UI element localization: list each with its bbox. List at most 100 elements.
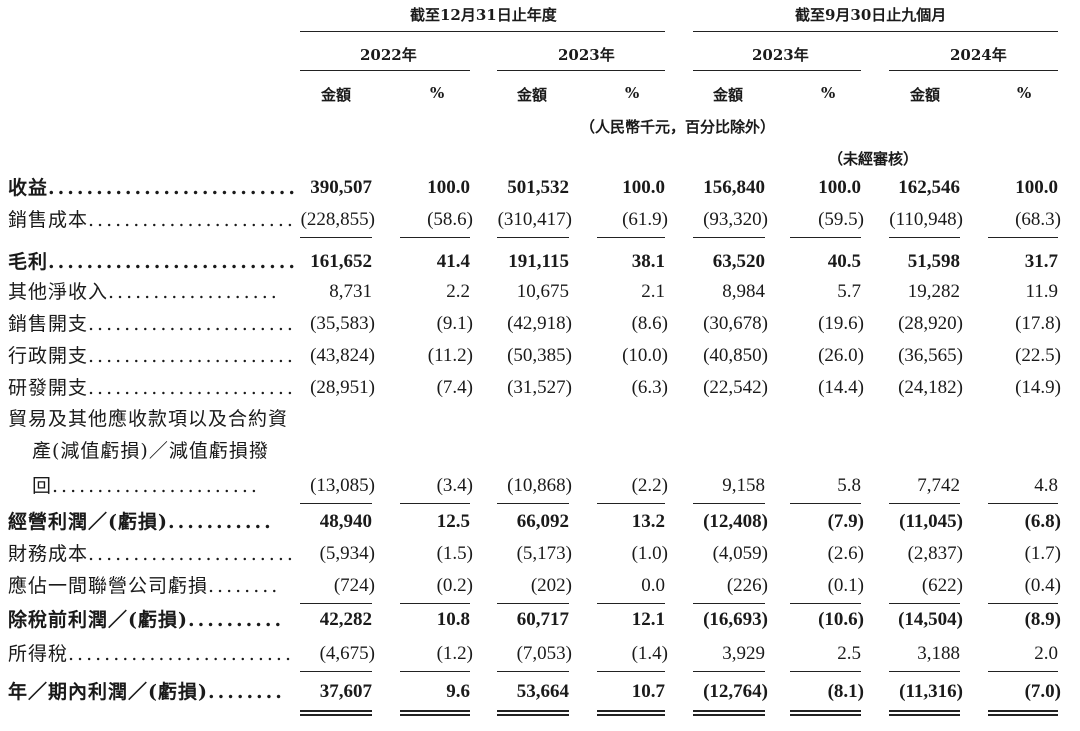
percent-cell: 12.1 bbox=[631, 609, 665, 630]
percent-cell: (1.7) bbox=[1024, 543, 1061, 564]
percent-cell: (1.4) bbox=[631, 643, 668, 664]
amount-cell: (40,850) bbox=[703, 345, 768, 366]
row-label-text: 研發開支 bbox=[8, 377, 89, 399]
amount-cell: (4,059) bbox=[712, 543, 768, 564]
col-amount-4: 金額 bbox=[910, 86, 941, 104]
amount-cell: (42,918) bbox=[507, 313, 572, 334]
leader-dots: .......................... bbox=[48, 251, 298, 273]
table-row: 經營利潤／(虧損)........... 48,940 12.5 66,092 13.2… bbox=[0, 506, 1080, 538]
table-row: 銷售成本....................... (228,855) (58.… bbox=[0, 204, 1080, 236]
row-label: 收益.......................... bbox=[8, 172, 298, 204]
percent-cell: 13.2 bbox=[631, 511, 665, 532]
subtotal-rule bbox=[693, 237, 765, 238]
amount-cell: (31,527) bbox=[507, 377, 572, 398]
year-rule-2 bbox=[497, 70, 665, 71]
amount-cell: 53,664 bbox=[516, 681, 569, 702]
amount-cell: (22,542) bbox=[703, 377, 768, 398]
percent-cell: 10.8 bbox=[436, 609, 470, 630]
col-pct-4: % bbox=[1017, 84, 1032, 102]
amount-cell: 8,731 bbox=[329, 281, 372, 302]
total-double-rule bbox=[497, 710, 569, 716]
subtotal-rule bbox=[790, 603, 861, 604]
amount-cell: (202) bbox=[530, 575, 572, 596]
table-row: 銷售開支....................... (35,583) (9.1)… bbox=[0, 308, 1080, 340]
subtotal-rule bbox=[889, 503, 960, 504]
row-label: 應佔一間聯營公司虧損........ bbox=[8, 570, 298, 602]
subtotal-rule bbox=[400, 237, 470, 238]
percent-cell: 38.1 bbox=[631, 251, 665, 272]
group-header-nine-months: 截至9月30日止九個月 bbox=[795, 6, 947, 24]
amount-cell: (50,385) bbox=[507, 345, 572, 366]
total-double-rule bbox=[790, 710, 861, 716]
row-label-text: 銷售開支 bbox=[8, 313, 89, 335]
leader-dots: ......................... bbox=[68, 643, 295, 665]
subtotal-rule bbox=[497, 603, 569, 604]
percent-cell: (14.4) bbox=[818, 377, 864, 398]
percent-cell: 10.7 bbox=[631, 681, 665, 702]
leader-dots: .......................... bbox=[48, 177, 298, 199]
amount-cell: (4,675) bbox=[319, 643, 375, 664]
row-label: 其他淨收入................... bbox=[8, 276, 298, 308]
percent-cell: 100.0 bbox=[427, 177, 470, 198]
subtotal-rule bbox=[889, 671, 960, 672]
row-label-text: 財務成本 bbox=[8, 543, 89, 565]
percent-cell: 5.8 bbox=[837, 475, 861, 496]
row-label: 銷售開支....................... bbox=[8, 308, 298, 340]
leader-dots: ........ bbox=[207, 681, 285, 703]
amount-cell: (24,182) bbox=[898, 377, 963, 398]
amount-cell: (724) bbox=[333, 575, 375, 596]
subtotal-rule bbox=[300, 603, 372, 604]
amount-cell: (310,417) bbox=[497, 209, 572, 230]
amount-cell: (28,951) bbox=[310, 377, 375, 398]
year-header-4: 2024年 bbox=[950, 46, 1007, 64]
percent-cell: (8.9) bbox=[1024, 609, 1061, 630]
amount-cell: (93,320) bbox=[703, 209, 768, 230]
amount-cell: 162,546 bbox=[898, 177, 960, 198]
col-pct-2: % bbox=[625, 84, 640, 102]
table-row: 其他淨收入................... 8,731 2.2 10,675 2.… bbox=[0, 276, 1080, 308]
row-label: 銷售成本....................... bbox=[8, 204, 298, 236]
year-header-3: 2023年 bbox=[752, 46, 809, 64]
amount-cell: 51,598 bbox=[907, 251, 960, 272]
percent-cell: 40.5 bbox=[827, 251, 861, 272]
amount-cell: (110,948) bbox=[889, 209, 963, 230]
percent-cell: (1.5) bbox=[436, 543, 473, 564]
total-double-rule bbox=[889, 710, 960, 716]
amount-cell: 48,940 bbox=[319, 511, 372, 532]
subtotal-rule bbox=[693, 671, 765, 672]
amount-cell: (14,504) bbox=[898, 609, 963, 630]
unaudited-note: （未經審核） bbox=[828, 150, 919, 168]
leader-dots: ....................... bbox=[88, 543, 296, 565]
total-double-rule bbox=[693, 710, 765, 716]
row-label-text: 其他淨收入 bbox=[8, 281, 109, 303]
row-label: 回....................... bbox=[32, 470, 322, 502]
year-rule-3 bbox=[693, 70, 861, 71]
percent-cell: (7.0) bbox=[1024, 681, 1061, 702]
table-row: 收益.......................... 390,507 100.0… bbox=[0, 172, 1080, 204]
table-row: 回....................... (13,085) (3.4) (10… bbox=[0, 470, 1080, 502]
subtotal-rule bbox=[300, 503, 372, 504]
percent-cell: 31.7 bbox=[1024, 251, 1058, 272]
percent-cell: (6.8) bbox=[1024, 511, 1061, 532]
percent-cell: (10.0) bbox=[622, 345, 668, 366]
row-label: 研發開支....................... bbox=[8, 372, 298, 404]
percent-cell: (0.4) bbox=[1024, 575, 1061, 596]
row-label-text: 年／期內利潤／(虧損) bbox=[8, 681, 208, 703]
percent-cell: 2.0 bbox=[1034, 643, 1058, 664]
subtotal-rule bbox=[597, 503, 665, 504]
subtotal-rule bbox=[693, 603, 765, 604]
percent-cell: (10.6) bbox=[818, 609, 864, 630]
subtotal-rule bbox=[597, 603, 665, 604]
multiline-label-line-1: 貿易及其他應收款項以及合約資 bbox=[8, 408, 289, 430]
amount-cell: (36,565) bbox=[898, 345, 963, 366]
percent-cell: 2.1 bbox=[641, 281, 665, 302]
col-pct-3: % bbox=[821, 84, 836, 102]
subtotal-rule bbox=[497, 237, 569, 238]
col-amount-1: 金額 bbox=[321, 86, 352, 104]
percent-cell: (7.4) bbox=[436, 377, 473, 398]
table-row: 財務成本....................... (5,934) (1.5) (… bbox=[0, 538, 1080, 570]
group-rule-1 bbox=[300, 31, 665, 32]
percent-cell: (61.9) bbox=[622, 209, 668, 230]
percent-cell: 9.6 bbox=[446, 681, 470, 702]
table-row: 毛利.......................... 161,652 41.4 1… bbox=[0, 246, 1080, 278]
